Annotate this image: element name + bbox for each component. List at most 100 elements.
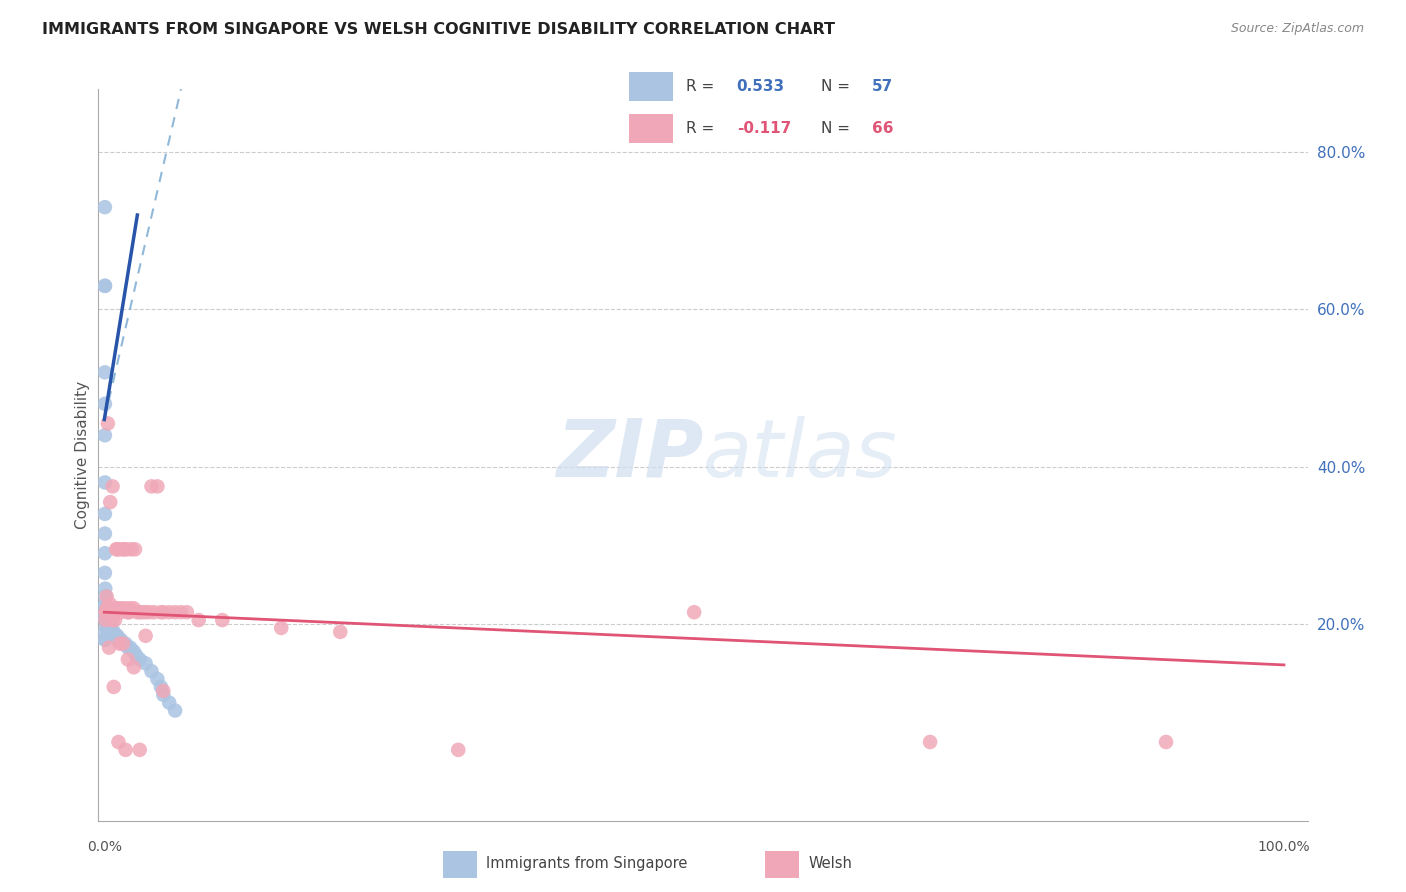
- Point: [138, 605, 160, 619]
- Point: [96, 617, 118, 632]
- Point: [101, 613, 124, 627]
- Point: [211, 613, 233, 627]
- Point: [149, 605, 172, 619]
- Text: Immigrants from Singapore: Immigrants from Singapore: [486, 855, 688, 871]
- Point: [142, 605, 165, 619]
- Point: [104, 629, 127, 643]
- Point: [94, 475, 117, 490]
- Point: [100, 624, 122, 639]
- Point: [128, 652, 150, 666]
- Text: N =: N =: [821, 121, 855, 136]
- Point: [98, 621, 121, 635]
- Bar: [443, 851, 477, 878]
- Text: N =: N =: [821, 79, 855, 94]
- Point: [98, 621, 121, 635]
- Bar: [765, 851, 799, 878]
- Point: [96, 617, 118, 632]
- Point: [114, 637, 136, 651]
- Point: [96, 621, 118, 635]
- Text: IMMIGRANTS FROM SINGAPORE VS WELSH COGNITIVE DISABILITY CORRELATION CHART: IMMIGRANTS FROM SINGAPORE VS WELSH COGNI…: [42, 22, 835, 37]
- Point: [94, 590, 117, 604]
- Point: [97, 617, 120, 632]
- Point: [112, 542, 135, 557]
- Point: [124, 542, 146, 557]
- Point: [94, 278, 117, 293]
- Point: [329, 624, 352, 639]
- Point: [117, 652, 139, 666]
- Point: [107, 735, 129, 749]
- Bar: [628, 114, 672, 143]
- Point: [152, 688, 174, 702]
- Point: [94, 613, 117, 627]
- Point: [120, 542, 142, 557]
- Point: [141, 664, 163, 678]
- Point: [96, 601, 118, 615]
- Point: [94, 365, 117, 379]
- Point: [105, 629, 128, 643]
- Point: [96, 605, 118, 619]
- Point: [170, 605, 193, 619]
- Point: [110, 632, 132, 647]
- Point: [94, 598, 117, 612]
- Point: [94, 582, 117, 596]
- Point: [96, 590, 118, 604]
- Text: -0.117: -0.117: [737, 121, 792, 136]
- Point: [104, 613, 127, 627]
- Text: 66: 66: [872, 121, 893, 136]
- Point: [94, 397, 117, 411]
- Point: [1154, 735, 1177, 749]
- Point: [152, 684, 174, 698]
- Point: [98, 640, 121, 655]
- Point: [118, 605, 141, 619]
- Bar: [628, 72, 672, 101]
- Point: [176, 605, 198, 619]
- Point: [105, 542, 128, 557]
- Point: [157, 696, 180, 710]
- Point: [94, 613, 117, 627]
- Text: Source: ZipAtlas.com: Source: ZipAtlas.com: [1230, 22, 1364, 36]
- Point: [152, 605, 174, 619]
- Point: [94, 598, 117, 612]
- Point: [114, 743, 136, 757]
- Point: [97, 417, 120, 431]
- Point: [117, 605, 139, 619]
- Point: [120, 601, 142, 615]
- Point: [270, 621, 292, 635]
- Point: [108, 542, 131, 557]
- Point: [94, 546, 117, 560]
- Point: [920, 735, 942, 749]
- Point: [94, 601, 117, 615]
- Point: [112, 542, 135, 557]
- Point: [683, 605, 706, 619]
- Text: 0.0%: 0.0%: [87, 840, 122, 855]
- Point: [96, 617, 118, 632]
- Point: [100, 601, 122, 615]
- Point: [114, 601, 136, 615]
- Text: 0.533: 0.533: [737, 79, 785, 94]
- Point: [157, 605, 180, 619]
- Point: [103, 624, 125, 639]
- Point: [94, 566, 117, 580]
- Point: [94, 624, 117, 639]
- Point: [105, 601, 128, 615]
- Point: [165, 605, 187, 619]
- Point: [101, 479, 124, 493]
- Point: [103, 680, 125, 694]
- Point: [131, 605, 153, 619]
- Point: [94, 278, 117, 293]
- Text: R =: R =: [686, 121, 720, 136]
- Point: [98, 609, 121, 624]
- Text: ZIP: ZIP: [555, 416, 703, 494]
- Point: [94, 605, 117, 619]
- Point: [98, 621, 121, 635]
- Point: [127, 605, 149, 619]
- Point: [128, 743, 150, 757]
- Point: [117, 640, 139, 655]
- Point: [447, 743, 470, 757]
- Point: [122, 601, 145, 615]
- Point: [125, 648, 148, 663]
- Point: [146, 479, 169, 493]
- Point: [94, 200, 117, 214]
- Point: [94, 613, 117, 627]
- Point: [115, 542, 138, 557]
